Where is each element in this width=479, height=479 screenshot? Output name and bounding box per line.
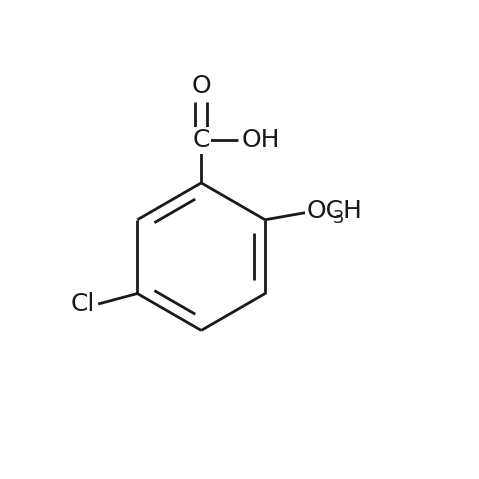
Text: OH: OH [242, 128, 280, 152]
Text: 3: 3 [333, 208, 344, 227]
Text: OCH: OCH [307, 199, 363, 223]
Text: C: C [193, 128, 210, 152]
Text: O: O [192, 74, 211, 98]
Text: Cl: Cl [71, 292, 95, 316]
